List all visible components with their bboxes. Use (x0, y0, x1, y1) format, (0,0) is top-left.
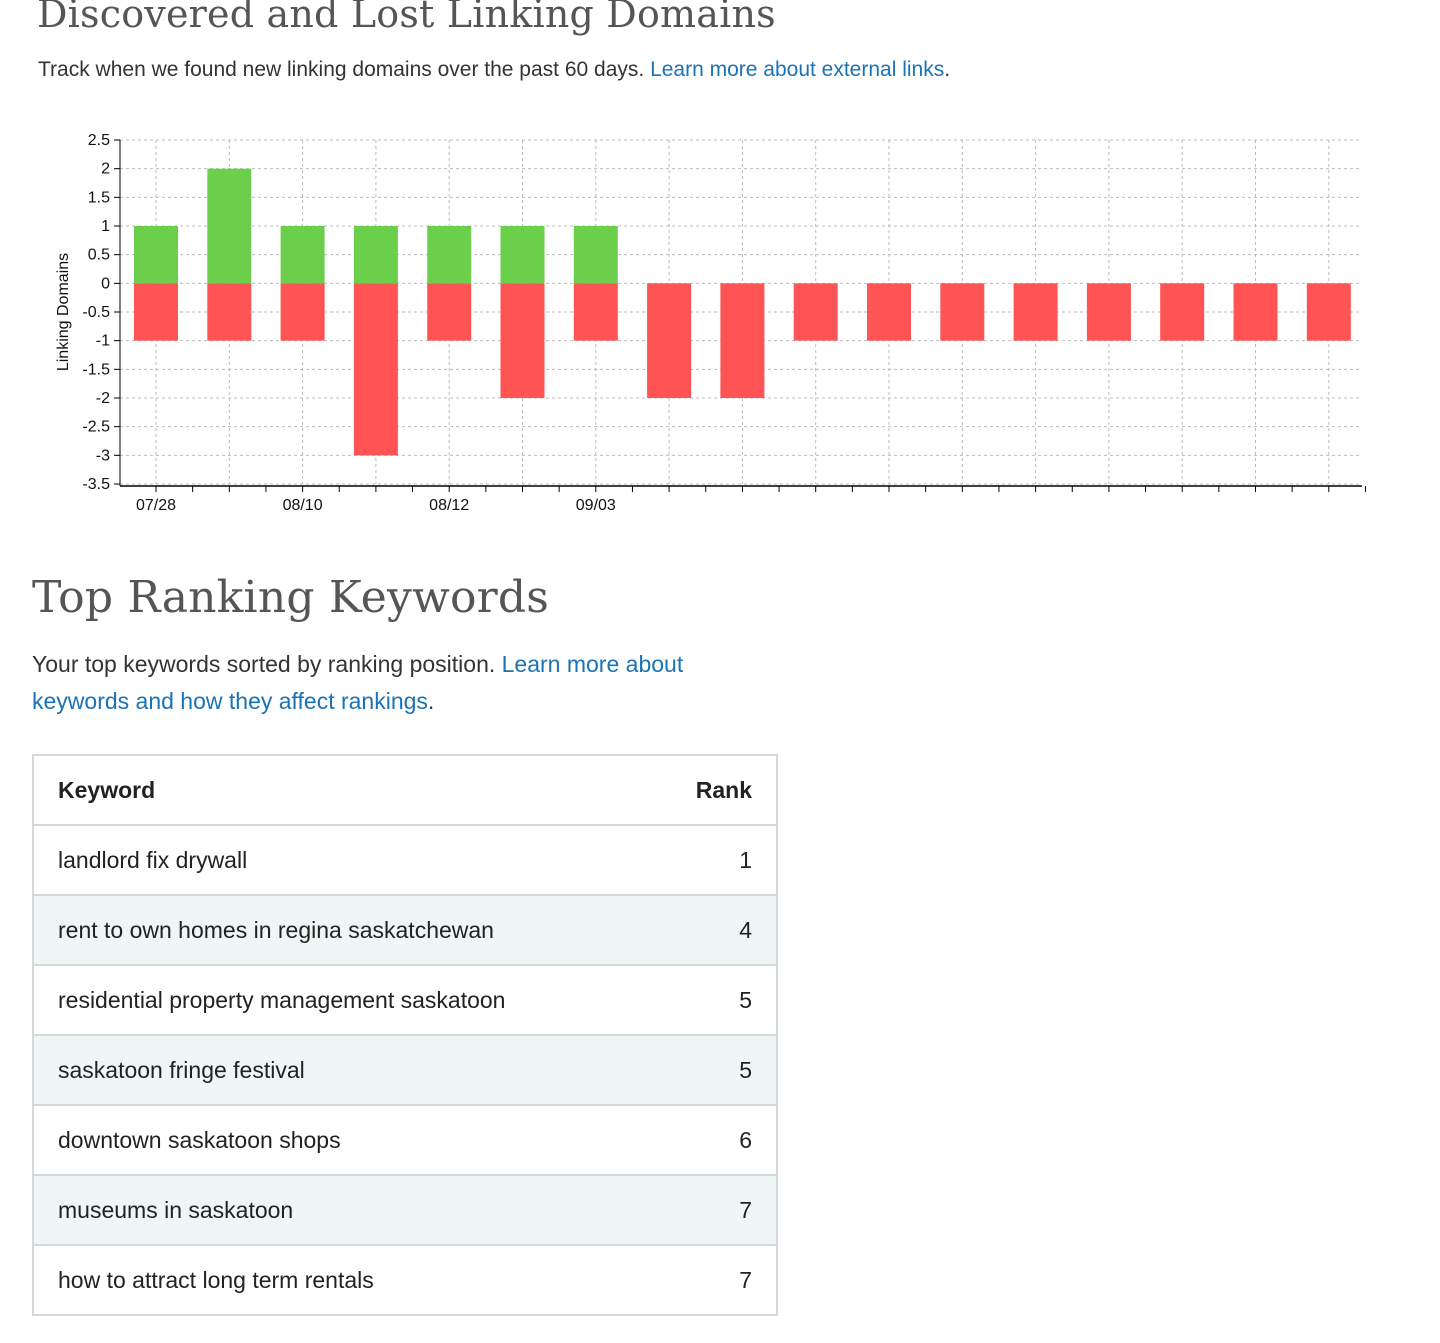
x-tick-label: 08/10 (283, 497, 323, 514)
keyword-cell: museums in saskatoon (58, 1196, 294, 1223)
lost-bar (207, 283, 252, 341)
discovered-bar (427, 226, 472, 284)
lost-bar (1013, 283, 1058, 341)
y-tick-label: 1 (101, 218, 110, 235)
linking-domains-chart: 2.5 2 1.5 1 0.5 0 -0.5 -1 -1.5 -2 -2.5 -3 -3.5 07/28… (55, 132, 1366, 514)
y-tick-label: -1.5 (82, 361, 110, 378)
section-title: Discovered and Lost Linking Domains (37, 0, 776, 36)
discovered-bar (573, 226, 618, 284)
section-title-keywords: Top Ranking Keywords (32, 572, 550, 623)
keyword-cell: landlord fix drywall (58, 846, 248, 873)
discovered-bar (134, 226, 178, 284)
keyword-column-header[interactable]: Keyword (58, 776, 156, 803)
lost-bar (1160, 283, 1205, 341)
table-row: downtown saskatoon shops 6 (34, 1106, 776, 1176)
keyword-cell: saskatoon fringe festival (58, 1056, 305, 1083)
y-tick-label: -2 (96, 390, 110, 407)
lost-bar (573, 283, 618, 341)
lost-bar (720, 283, 765, 398)
lost-bar (1086, 283, 1131, 341)
rank-cell: 5 (739, 1056, 752, 1083)
x-tick-label: 09/03 (576, 497, 616, 514)
y-tick-label: -1 (96, 333, 110, 350)
lost-bar (1233, 283, 1278, 341)
subtitle-text: Track when we found new linking domains … (38, 58, 651, 81)
subtitle-end: . (944, 58, 951, 81)
section-subtitle: Track when we found new linking domains … (38, 58, 950, 82)
keyword-cell: rent to own homes in regina saskatchewan (58, 916, 494, 943)
y-axis-label: Linking Domains (55, 253, 72, 371)
table-row: museums in saskatoon 7 (34, 1176, 776, 1246)
table-row: residential property management saskatoo… (34, 966, 776, 1036)
table-row: landlord fix drywall 1 (34, 826, 776, 896)
subtitle-end: . (427, 688, 435, 714)
y-tick-label: 2 (101, 161, 110, 178)
rank-cell: 7 (739, 1196, 752, 1223)
table-header-row: Keyword Rank (34, 756, 776, 826)
y-tick-label: -3.5 (82, 476, 110, 493)
keyword-cell: residential property management saskatoo… (58, 986, 506, 1013)
lost-bar (793, 283, 838, 341)
rank-cell: 7 (739, 1266, 752, 1293)
lost-bar (353, 283, 398, 456)
discovered-bar (500, 226, 545, 284)
lost-bar (500, 283, 545, 398)
keyword-cell: how to attract long term rentals (58, 1266, 374, 1293)
discovered-bar (280, 226, 325, 284)
table-row: how to attract long term rentals 7 (34, 1246, 776, 1316)
x-axis: 07/28 08/10 08/12 09/03 (120, 485, 1366, 514)
y-tick-label: -2.5 (82, 419, 110, 436)
y-tick-label: 1.5 (88, 189, 110, 206)
lost-bar (940, 283, 985, 341)
lost-bar (427, 283, 472, 341)
lost-bar (867, 283, 911, 341)
rank-cell: 1 (739, 846, 752, 873)
discovered-bar (353, 226, 398, 284)
rank-cell: 4 (739, 916, 752, 943)
y-tick-label: 2.5 (88, 132, 110, 149)
lost-bar (647, 283, 692, 398)
keywords-table: Keyword Rank landlord fix drywall 1 rent … (32, 754, 778, 1316)
keywords-subtitle: Your top keywords sorted by ranking posi… (32, 646, 772, 720)
keyword-cell: downtown saskatoon shops (58, 1126, 341, 1153)
chart-bars (134, 168, 1351, 456)
subtitle-text: Your top keywords sorted by ranking posi… (32, 651, 502, 677)
chart-grid (120, 139, 1362, 485)
rank-column-header[interactable]: Rank (695, 776, 752, 803)
rank-cell: 5 (739, 986, 752, 1013)
lost-bar (1306, 283, 1351, 341)
x-tick-label: 07/28 (136, 497, 176, 514)
y-axis: 2.5 2 1.5 1 0.5 0 -0.5 -1 -1.5 -2 -2.5 -3 -3.5 (82, 132, 121, 493)
lost-bar (280, 283, 325, 341)
y-tick-label: 0.5 (88, 247, 110, 264)
y-tick-label: -0.5 (82, 304, 110, 321)
learn-more-external-links-link[interactable]: Learn more about external links (650, 58, 945, 81)
rank-cell: 6 (739, 1126, 752, 1153)
y-tick-label: -3 (96, 447, 110, 464)
y-tick-label: 0 (101, 275, 110, 292)
table-row: rent to own homes in regina saskatchewan… (34, 896, 776, 966)
learn-more-keywords-link[interactable]: Learn more about keywords and how they a… (32, 651, 684, 714)
lost-bar (134, 283, 178, 341)
discovered-bar (207, 168, 252, 284)
table-row: saskatoon fringe festival 5 (34, 1036, 776, 1106)
x-tick-label: 08/12 (429, 497, 469, 514)
